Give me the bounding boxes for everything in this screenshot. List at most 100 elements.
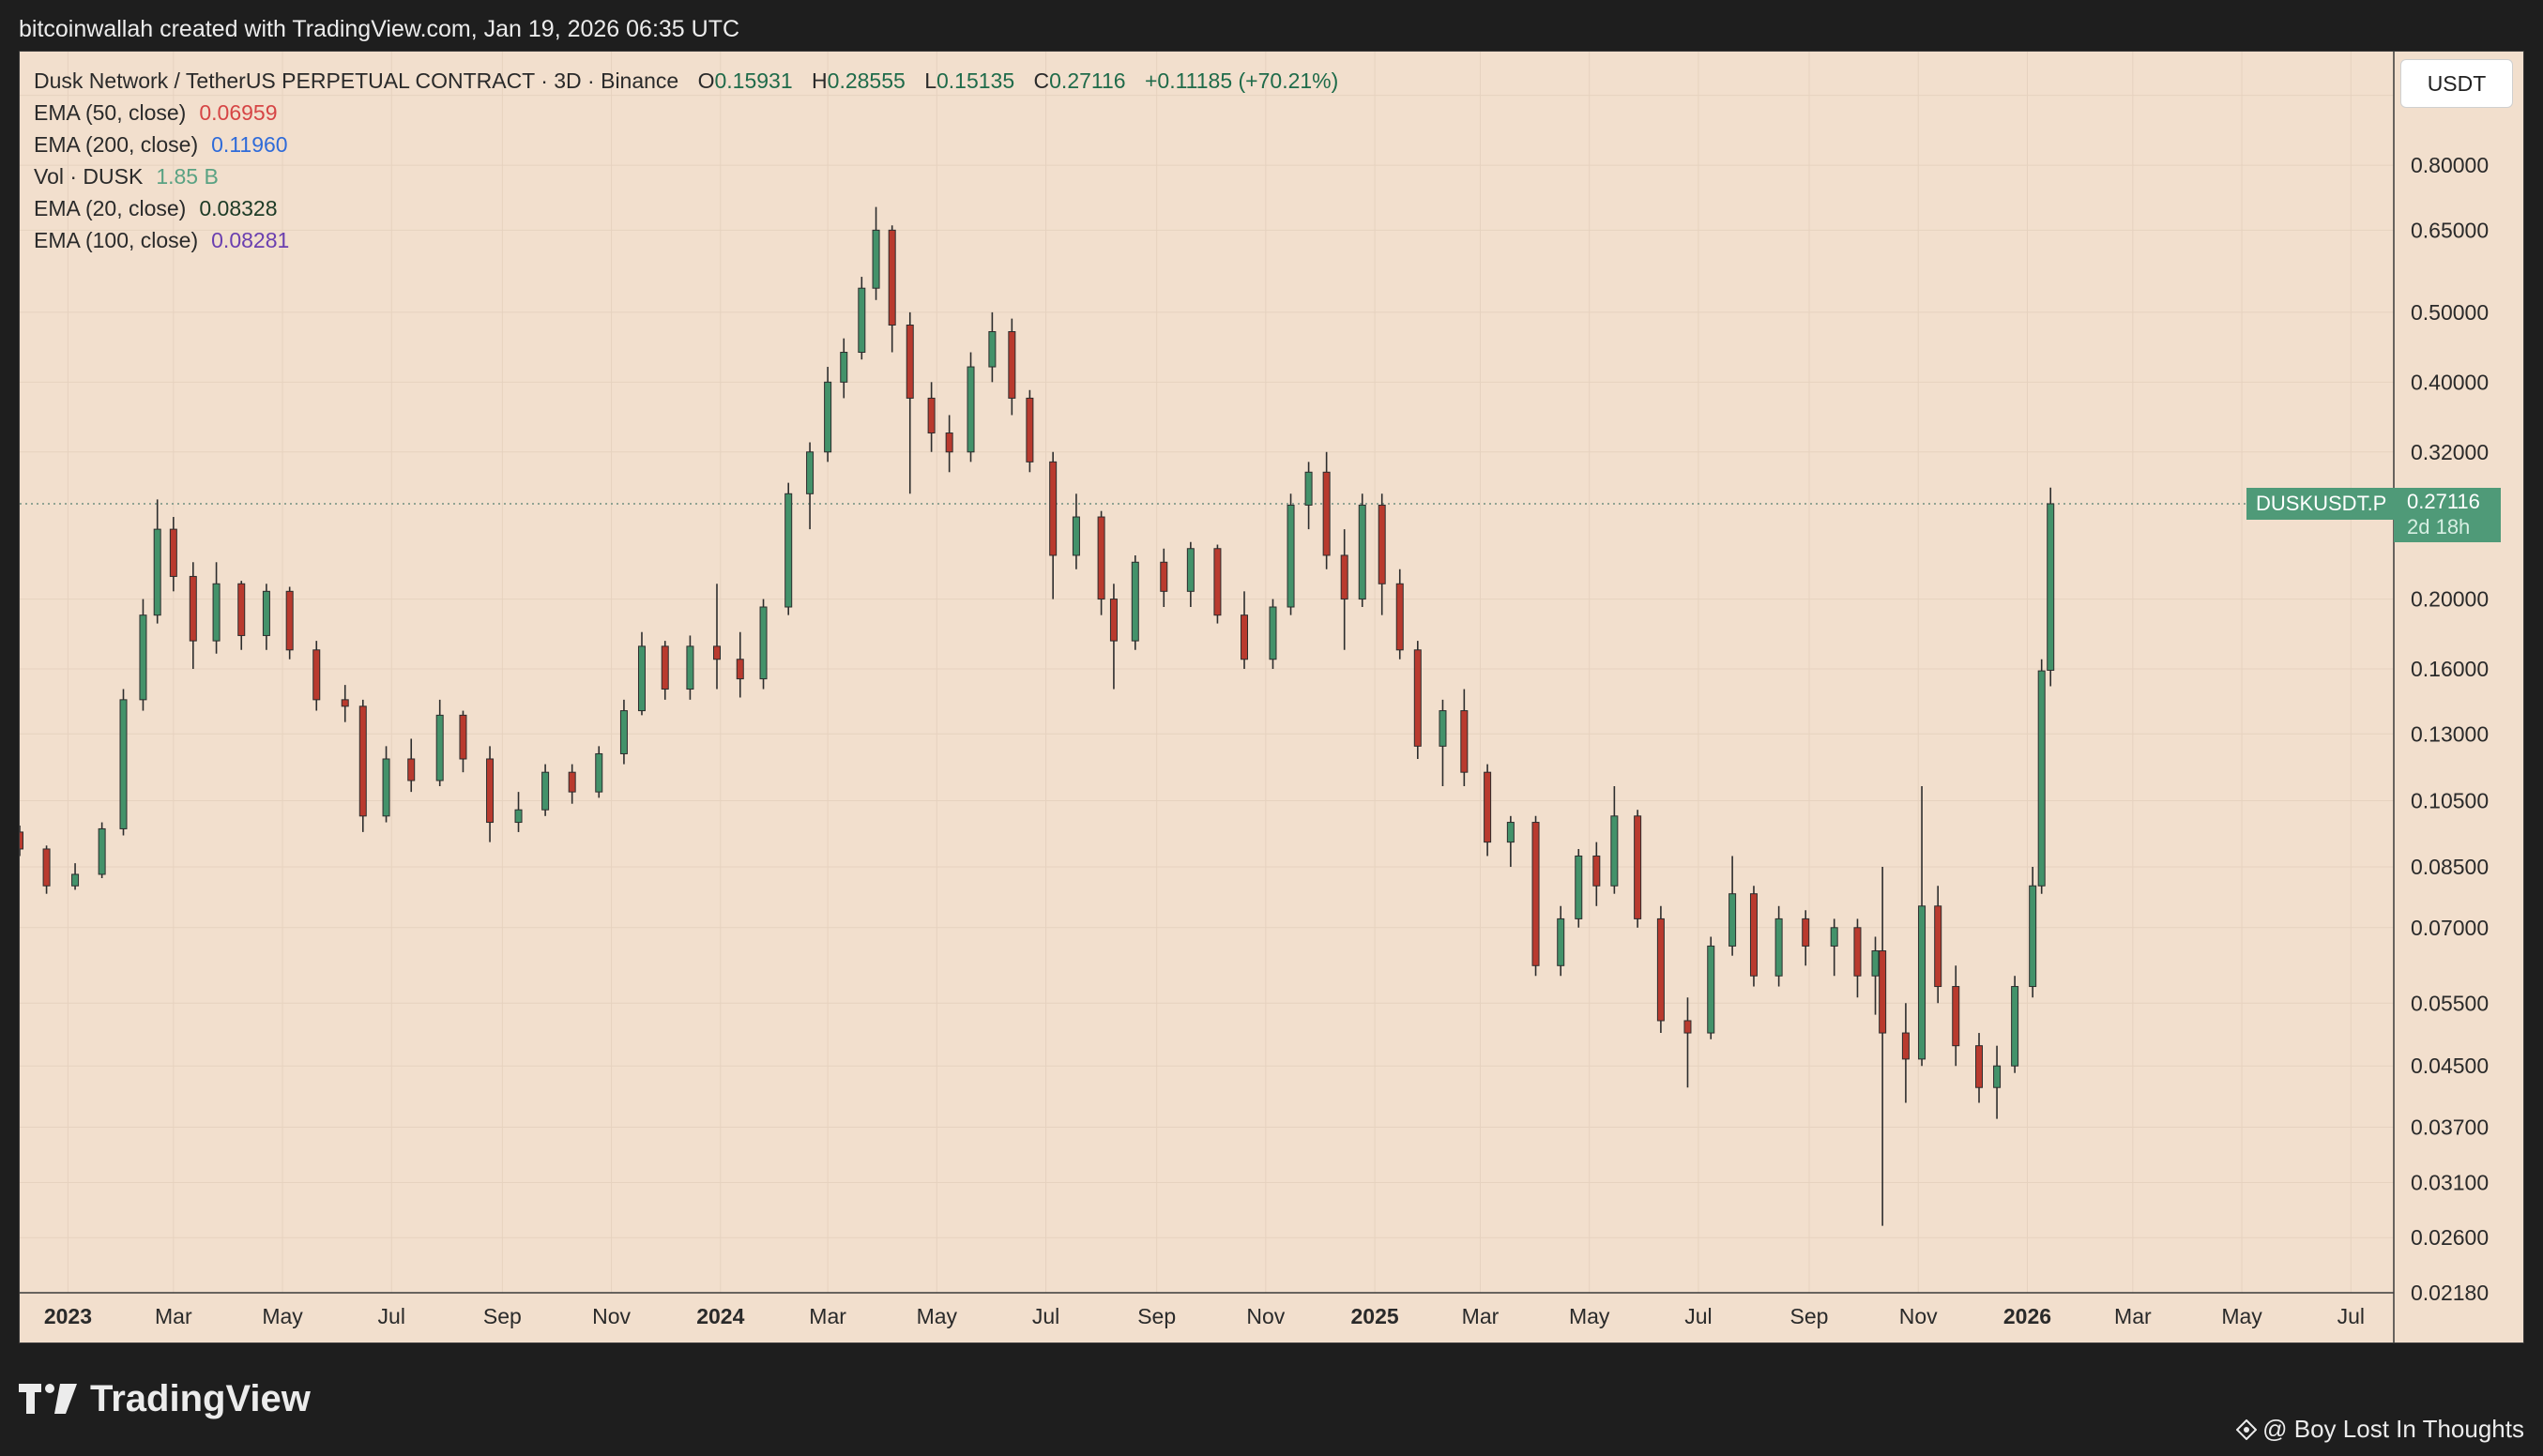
candle-body — [169, 528, 177, 577]
candle-body — [1395, 583, 1404, 651]
indicator-volume[interactable]: Vol · DUSK 1.85 B — [34, 160, 1351, 192]
y-tick-label: 0.50000 — [2411, 300, 2489, 325]
attribution-text: bitcoinwallah created with TradingView.c… — [19, 16, 740, 42]
tradingview-logo[interactable]: TradingView — [19, 1375, 311, 1422]
candle-body — [358, 705, 367, 817]
candle-body — [1008, 331, 1016, 399]
candle-body — [945, 432, 953, 453]
candle-body — [1575, 855, 1583, 919]
change-value: +0.11185 (+70.21%) — [1144, 68, 1339, 93]
candle-body — [1557, 918, 1565, 966]
candle-body — [1072, 516, 1080, 556]
close-value: 0.27116 — [1049, 68, 1126, 93]
candle-body — [237, 583, 246, 636]
candle-body — [1830, 927, 1838, 947]
y-tick-label: 0.07000 — [2411, 916, 2489, 940]
symbol-title: Dusk Network / TetherUS PERPETUAL CONTRA… — [34, 68, 679, 93]
y-tick-label: 0.05500 — [2411, 991, 2489, 1015]
open-label: O — [697, 68, 715, 93]
y-tick-label: 0.20000 — [2411, 587, 2489, 612]
candle-body — [824, 381, 832, 453]
indicator-ema200[interactable]: EMA (200, close) 0.11960 — [34, 129, 1351, 160]
y-tick-label: 0.03100 — [2411, 1171, 2489, 1195]
candle-body — [1460, 710, 1469, 773]
symbol-price-tag: DUSKUSDT.P — [2246, 488, 2397, 520]
x-tick-label: 2023 — [44, 1304, 92, 1328]
candle-body — [1439, 710, 1447, 747]
candle-body — [98, 827, 106, 875]
indicator-value: 0.06959 — [199, 100, 278, 125]
candle-body — [1610, 815, 1619, 887]
y-tick-label: 0.04500 — [2411, 1054, 2489, 1078]
candle-body — [661, 645, 669, 690]
candle-body — [1213, 548, 1222, 616]
candle-body — [119, 699, 128, 829]
x-tick-label: Mar — [809, 1304, 846, 1328]
indicator-value: 0.11960 — [211, 132, 288, 157]
candle-body — [1728, 893, 1737, 947]
bar-countdown: 2d 18h — [2407, 515, 2471, 538]
indicator-name: EMA (200, close) — [34, 132, 199, 157]
candle-body — [759, 606, 768, 680]
candle-body — [858, 287, 866, 354]
candle-body — [486, 758, 495, 824]
candle-body — [1871, 950, 1880, 977]
candle-body — [1531, 822, 1540, 966]
x-tick-label: Mar — [1462, 1304, 1500, 1328]
candle-body — [1186, 548, 1195, 592]
candle-body — [806, 451, 815, 494]
candle-body — [1049, 461, 1058, 556]
candle-body — [784, 493, 793, 608]
indicator-value: 0.08281 — [211, 228, 290, 252]
diamond-logo-icon — [2236, 1418, 2258, 1440]
x-tick-label: Jul — [378, 1304, 405, 1328]
candle-body — [1269, 606, 1277, 660]
candle-body — [1879, 950, 1887, 1034]
indicator-ema50[interactable]: EMA (50, close) 0.06959 — [34, 97, 1351, 129]
price-chart[interactable]: 1.000000.800000.650000.500000.400000.320… — [20, 52, 2523, 1342]
candle-body — [1131, 561, 1139, 642]
candle-body — [1749, 893, 1758, 977]
symbol-ohlc-line[interactable]: Dusk Network / TetherUS PERPETUAL CONTRA… — [34, 65, 1351, 97]
candle-body — [262, 590, 270, 636]
indicator-value: 0.08328 — [199, 196, 278, 220]
currency-button[interactable]: USDT — [2400, 59, 2513, 108]
x-tick-label: May — [2221, 1304, 2262, 1328]
x-tick-label: 2024 — [696, 1304, 744, 1328]
indicator-ema100[interactable]: EMA (100, close) 0.08281 — [34, 224, 1351, 256]
candle-body — [541, 771, 550, 811]
candle-body — [435, 714, 444, 781]
candle-body — [1358, 504, 1366, 600]
candle-body — [686, 645, 694, 690]
y-tick-label: 0.03700 — [2411, 1115, 2489, 1140]
candle-body — [988, 331, 997, 368]
high-value: 0.28555 — [827, 68, 906, 93]
candle-body — [189, 575, 197, 642]
candle-body — [619, 710, 628, 754]
x-tick-label: Nov — [592, 1304, 631, 1328]
candle-body — [42, 848, 51, 887]
chart-frame[interactable]: 1.000000.800000.650000.500000.400000.320… — [19, 51, 2524, 1343]
y-tick-label: 0.10500 — [2411, 789, 2489, 813]
close-label: C — [1033, 68, 1050, 93]
x-tick-label: May — [1569, 1304, 1610, 1328]
candle-body — [595, 752, 603, 793]
candle-body — [927, 397, 936, 434]
x-tick-label: Mar — [155, 1304, 192, 1328]
candle-body — [1413, 649, 1422, 747]
candle-body — [1026, 397, 1034, 463]
low-value: 0.15135 — [936, 68, 1015, 93]
candle-body — [312, 649, 321, 701]
candle-body — [71, 873, 80, 887]
x-tick-label: Mar — [2114, 1304, 2152, 1328]
candle-body — [1993, 1065, 2002, 1088]
candle-body — [139, 614, 147, 701]
candle-body — [341, 699, 349, 707]
candle-body — [459, 714, 467, 760]
candle-body — [1901, 1032, 1910, 1060]
candle-body — [1656, 918, 1665, 1022]
candle-body — [1918, 905, 1926, 1060]
indicator-name: EMA (100, close) — [34, 228, 199, 252]
candle-body — [1774, 918, 1783, 977]
indicator-ema20[interactable]: EMA (20, close) 0.08328 — [34, 192, 1351, 224]
